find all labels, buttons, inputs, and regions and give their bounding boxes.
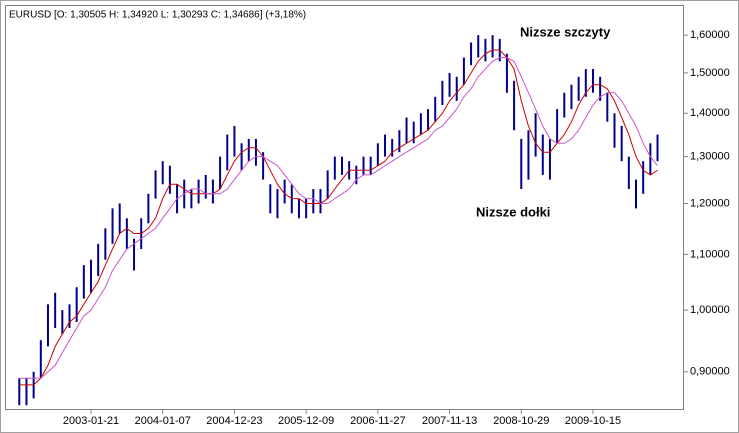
- x-tick-label: 2003-01-21: [63, 415, 119, 427]
- plot-frame: [5, 5, 684, 410]
- moving-average: [19, 57, 658, 379]
- x-tick-label: 2006-11-27: [350, 415, 405, 427]
- annotation: Nizsze dołki: [476, 204, 550, 219]
- y-tick-label: 1,10000: [690, 248, 730, 260]
- x-tick-label: 2004-12-23: [206, 415, 262, 427]
- y-tick-label: 1,30000: [690, 151, 730, 163]
- x-tick-label: 2007-11-13: [422, 415, 477, 427]
- annotation: Nizsze szczyty: [520, 24, 611, 39]
- y-tick-label: 1,60000: [690, 29, 730, 41]
- y-tick-label: 1,50000: [690, 67, 730, 79]
- x-tick-label: 2004-01-07: [135, 415, 191, 427]
- x-tick-label: 2009-10-15: [565, 415, 621, 427]
- y-tick-label: 1,00000: [690, 304, 730, 316]
- chart-title: EURUSD [O: 1,30505 H: 1,34920 L: 1,30293…: [9, 10, 306, 21]
- y-tick-label: 1,20000: [690, 197, 730, 209]
- moving-average: [19, 49, 658, 386]
- x-tick-label: 2008-10-29: [493, 415, 549, 427]
- x-tick-label: 2005-12-09: [278, 415, 334, 427]
- y-tick-label: 1,40000: [690, 107, 730, 119]
- y-tick-label: 0,90000: [690, 366, 730, 378]
